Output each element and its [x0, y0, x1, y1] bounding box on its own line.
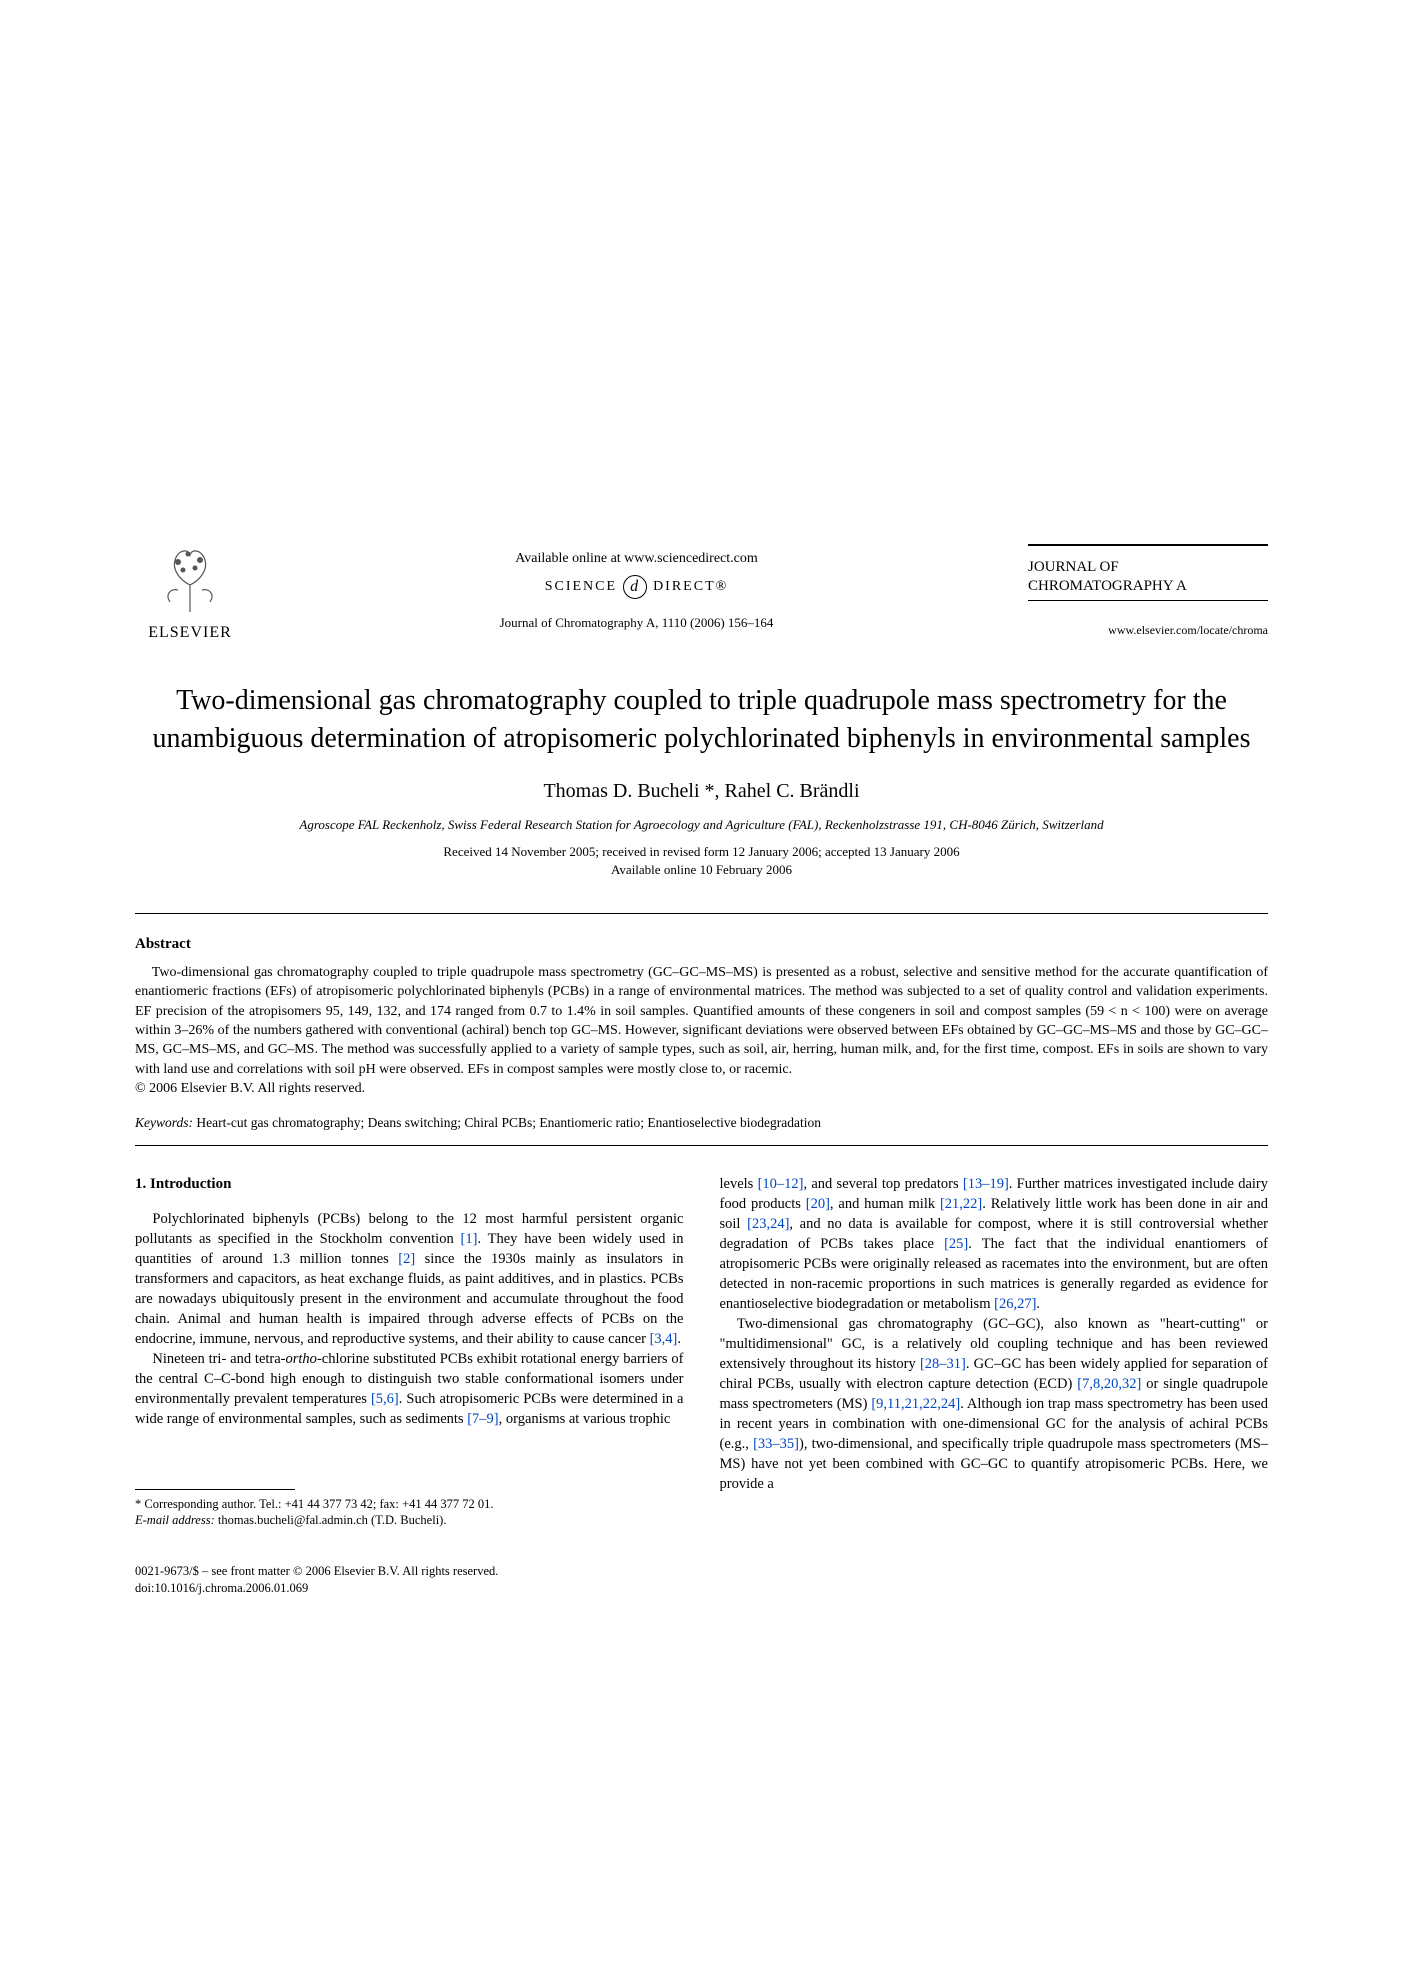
cite-28-31[interactable]: [28–31] — [920, 1356, 966, 1372]
cite-33-35[interactable]: [33–35] — [753, 1436, 799, 1452]
cite-10-12[interactable]: [10–12] — [758, 1176, 804, 1192]
right-p1: levels [10–12], and several top predator… — [720, 1174, 1269, 1314]
header-center: Available online at www.sciencedirect.co… — [245, 551, 1028, 631]
header-row: ELSEVIER Available online at www.science… — [135, 540, 1268, 642]
cite-1[interactable]: [1] — [461, 1231, 478, 1247]
elsevier-tree-icon — [150, 540, 230, 620]
sciencedirect-logo: SCIENCE d DIRECT® — [545, 575, 729, 599]
cite-7-8-20-32[interactable]: [7,8,20,32] — [1077, 1376, 1141, 1392]
email-value: thomas.bucheli@fal.admin.ch (T.D. Buchel… — [218, 1513, 447, 1527]
intro-heading: 1. Introduction — [135, 1174, 684, 1195]
cite-3-4[interactable]: [3,4] — [650, 1331, 678, 1347]
cite-21-22[interactable]: [21,22] — [940, 1196, 982, 1212]
keywords-label: Keywords: — [135, 1115, 193, 1130]
column-left: 1. Introduction Polychlorinated biphenyl… — [135, 1174, 684, 1529]
front-matter-line: 0021-9673/$ – see front matter © 2006 El… — [135, 1563, 1268, 1580]
footnote-rule — [135, 1489, 295, 1490]
sd-text-left: SCIENCE — [545, 579, 617, 595]
journal-name-line2: CHROMATOGRAPHY A — [1028, 577, 1268, 596]
copyright: © 2006 Elsevier B.V. All rights reserved… — [135, 1081, 1268, 1097]
right-p2: Two-dimensional gas chromatography (GC–G… — [720, 1314, 1269, 1494]
dates-received: Received 14 November 2005; received in r… — [135, 843, 1268, 861]
column-right: levels [10–12], and several top predator… — [720, 1174, 1269, 1529]
abstract-text: Two-dimensional gas chromatography coupl… — [135, 963, 1268, 1079]
cite-26-27[interactable]: [26,27] — [994, 1296, 1036, 1312]
journal-url: www.elsevier.com/locate/chroma — [1028, 623, 1268, 638]
paper-page: ELSEVIER Available online at www.science… — [0, 0, 1403, 1677]
journal-title-box: JOURNAL OF CHROMATOGRAPHY A — [1028, 544, 1268, 601]
cite-5-6[interactable]: [5,6] — [371, 1391, 399, 1407]
dates: Received 14 November 2005; received in r… — [135, 843, 1268, 879]
cite-7-9[interactable]: [7–9] — [467, 1411, 498, 1427]
body-columns: 1. Introduction Polychlorinated biphenyl… — [135, 1174, 1268, 1529]
intro-p2: Nineteen tri- and tetra-ortho-chlorine s… — [135, 1349, 684, 1429]
rule-top — [135, 913, 1268, 914]
sd-circle-icon: d — [623, 575, 647, 599]
publisher-block: ELSEVIER — [135, 540, 245, 642]
authors: Thomas D. Bucheli *, Rahel C. Brändli — [135, 780, 1268, 803]
cite-25[interactable]: [25] — [944, 1236, 968, 1252]
affiliation: Agroscope FAL Reckenholz, Swiss Federal … — [135, 817, 1268, 833]
cite-9-11-21-22-24[interactable]: [9,11,21,22,24] — [871, 1396, 960, 1412]
paper-title: Two-dimensional gas chromatography coupl… — [135, 682, 1268, 758]
rule-bottom — [135, 1145, 1268, 1146]
keywords-text: Heart-cut gas chromatography; Deans swit… — [196, 1115, 821, 1130]
email-label: E-mail address: — [135, 1513, 215, 1527]
journal-box-wrap: JOURNAL OF CHROMATOGRAPHY A www.elsevier… — [1028, 544, 1268, 638]
abstract-heading: Abstract — [135, 936, 1268, 953]
bottom-matter: 0021-9673/$ – see front matter © 2006 El… — [135, 1563, 1268, 1597]
doi-line: doi:10.1016/j.chroma.2006.01.069 — [135, 1580, 1268, 1597]
sd-text-right: DIRECT® — [653, 579, 728, 595]
journal-reference: Journal of Chromatography A, 1110 (2006)… — [265, 615, 1008, 631]
cite-13-19[interactable]: [13–19] — [963, 1176, 1009, 1192]
cite-20[interactable]: [20] — [806, 1196, 830, 1212]
available-online-text: Available online at www.sciencedirect.co… — [265, 551, 1008, 567]
footnote-email: E-mail address: thomas.bucheli@fal.admin… — [135, 1512, 684, 1529]
intro-p1: Polychlorinated biphenyls (PCBs) belong … — [135, 1209, 684, 1349]
cite-23-24[interactable]: [23,24] — [747, 1216, 789, 1232]
ortho-italic: ortho — [286, 1351, 317, 1367]
abstract-section: Abstract Two-dimensional gas chromatogra… — [135, 936, 1268, 1131]
dates-online: Available online 10 February 2006 — [135, 861, 1268, 879]
journal-name-line1: JOURNAL OF — [1028, 558, 1268, 577]
cite-2[interactable]: [2] — [398, 1251, 415, 1267]
footnote-corresponding: * Corresponding author. Tel.: +41 44 377… — [135, 1496, 684, 1513]
publisher-name: ELSEVIER — [148, 624, 232, 642]
keywords-line: Keywords: Heart-cut gas chromatography; … — [135, 1115, 1268, 1131]
